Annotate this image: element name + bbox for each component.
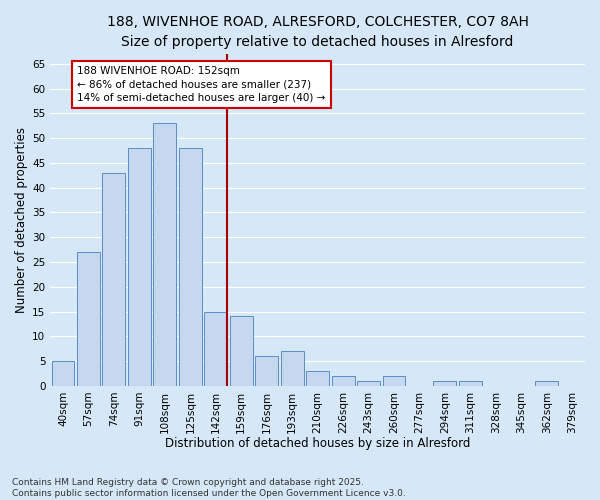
Bar <box>357 381 380 386</box>
Bar <box>255 356 278 386</box>
Bar <box>332 376 355 386</box>
Text: 188 WIVENHOE ROAD: 152sqm
← 86% of detached houses are smaller (237)
14% of semi: 188 WIVENHOE ROAD: 152sqm ← 86% of detac… <box>77 66 325 102</box>
Bar <box>52 361 74 386</box>
X-axis label: Distribution of detached houses by size in Alresford: Distribution of detached houses by size … <box>165 437 470 450</box>
Bar <box>459 381 482 386</box>
Text: Contains HM Land Registry data © Crown copyright and database right 2025.
Contai: Contains HM Land Registry data © Crown c… <box>12 478 406 498</box>
Y-axis label: Number of detached properties: Number of detached properties <box>15 127 28 313</box>
Bar <box>154 123 176 386</box>
Bar <box>433 381 457 386</box>
Bar <box>306 371 329 386</box>
Bar <box>128 148 151 386</box>
Bar <box>103 173 125 386</box>
Bar <box>535 381 558 386</box>
Bar <box>179 148 202 386</box>
Bar <box>205 312 227 386</box>
Bar <box>281 351 304 386</box>
Bar <box>77 252 100 386</box>
Bar <box>383 376 406 386</box>
Title: 188, WIVENHOE ROAD, ALRESFORD, COLCHESTER, CO7 8AH
Size of property relative to : 188, WIVENHOE ROAD, ALRESFORD, COLCHESTE… <box>107 15 529 48</box>
Bar <box>230 316 253 386</box>
